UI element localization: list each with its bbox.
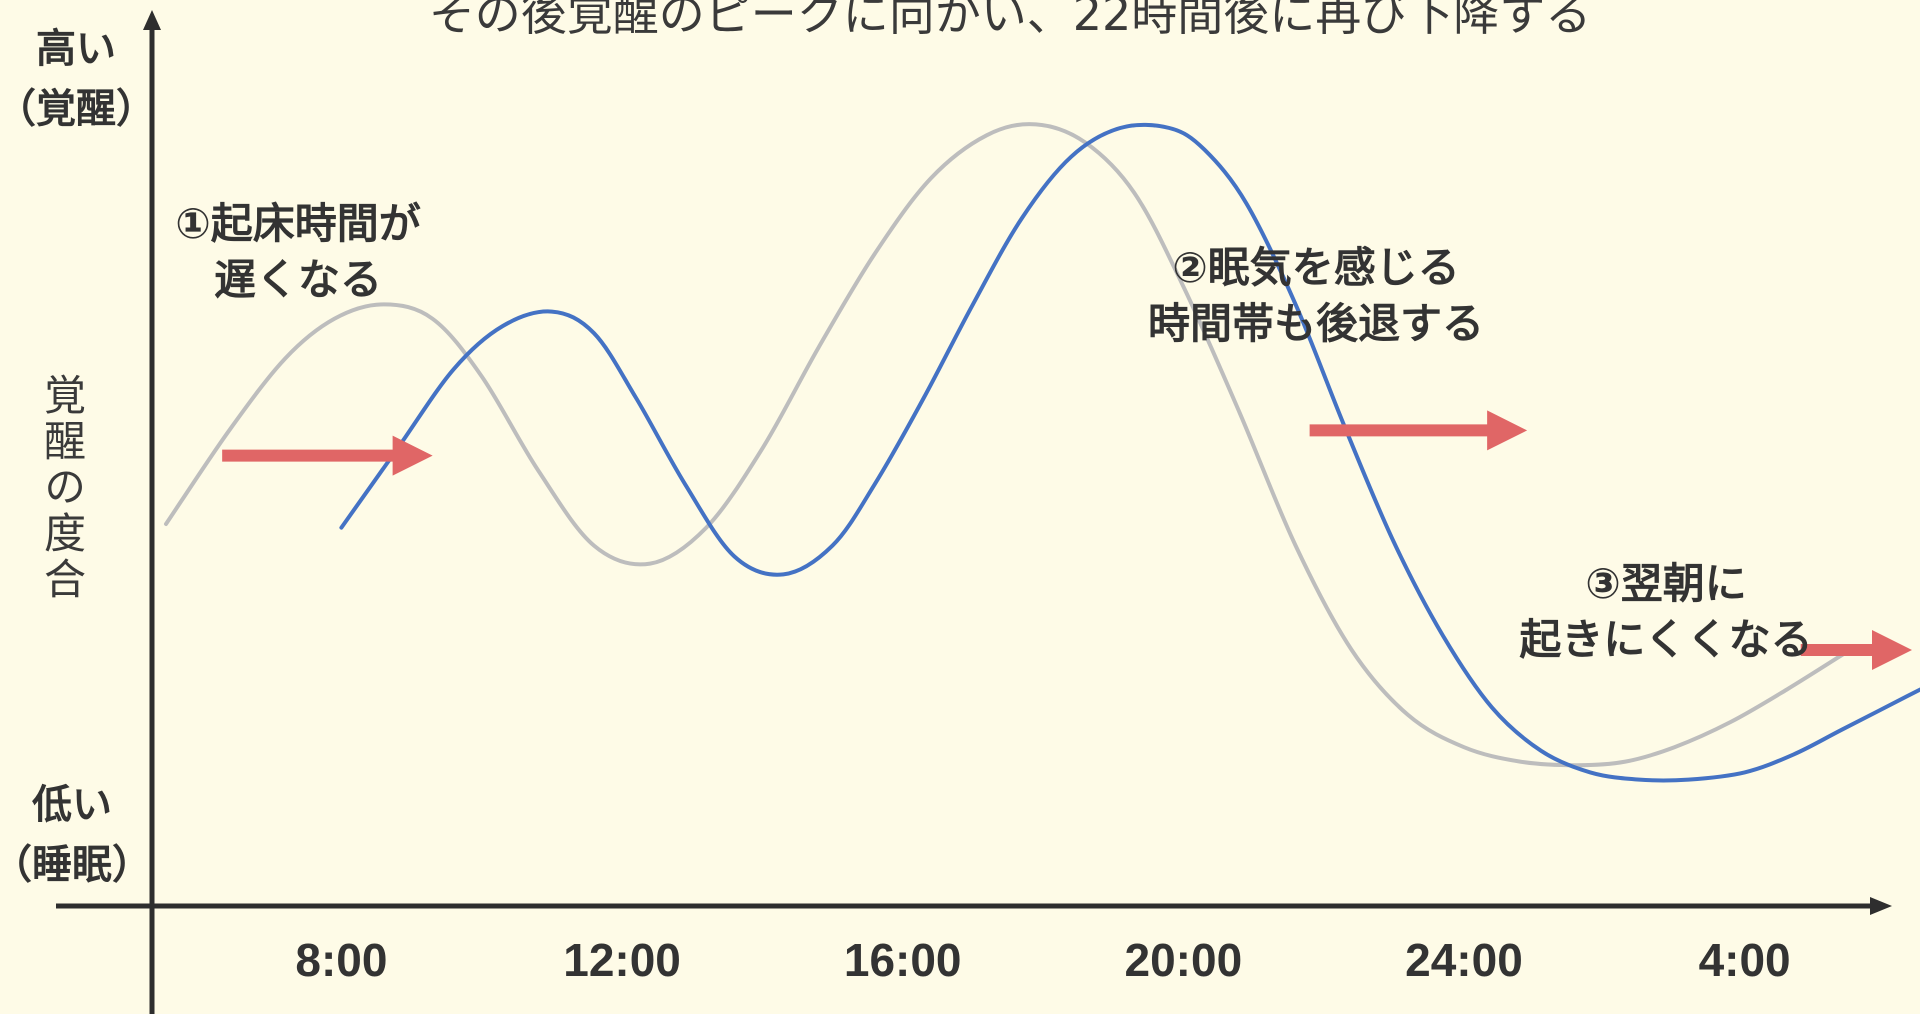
x-tick-label-5: 4:00 xyxy=(1699,934,1791,986)
annotation-2: ②眠気を感じる 時間帯も後退する xyxy=(1148,243,1484,348)
x-tick-label-2: 16:00 xyxy=(844,934,962,986)
axes xyxy=(56,10,1892,1014)
y-axis-bottom-label: 低い （睡眠） xyxy=(0,782,152,888)
x-tick-label-3: 20:00 xyxy=(1125,934,1243,986)
x-tick-label-0: 8:00 xyxy=(295,934,387,986)
y-axis-bottom-label-line1: 低い xyxy=(32,782,112,828)
y-axis-top-label-line1: 高い xyxy=(36,26,116,72)
x-tick-label-4: 24:00 xyxy=(1405,934,1523,986)
shift-arrow-3-head xyxy=(1872,630,1912,670)
y-axis-top-label-line2: （覚醒） xyxy=(0,86,156,132)
x-tick-label-1: 12:00 xyxy=(563,934,681,986)
x-axis-ticks: 8:00 12:00 16:00 20:00 24:00 4:00 xyxy=(295,934,1790,986)
annotation-2-line2: 時間帯も後退する xyxy=(1148,299,1484,348)
chart-title: その後覚醒のピークに向かい、22時間後に再び下降する xyxy=(429,0,1592,41)
annotation-1: ①起床時間が 遅くなる xyxy=(175,199,421,304)
shift-arrow-2-head xyxy=(1487,410,1528,451)
y-axis-bottom-label-line2: （睡眠） xyxy=(0,842,152,888)
annotation-3-line1: ③翌朝に xyxy=(1585,559,1747,608)
shift-arrows xyxy=(222,410,1912,670)
series-layer xyxy=(164,122,1920,783)
annotation-1-line1: ①起床時間が xyxy=(175,199,421,248)
annotation-2-line1: ②眠気を感じる xyxy=(1172,243,1460,292)
annotation-3: ③翌朝に 起きにくくなる xyxy=(1519,559,1812,664)
y-axis-top-label: 高い （覚醒） xyxy=(0,26,156,132)
x-axis-arrowhead xyxy=(1870,897,1892,915)
annotation-3-line2: 起きにくくなる xyxy=(1519,615,1812,664)
y-axis-label: 覚醒の度合 xyxy=(38,373,87,603)
series-line-after xyxy=(339,122,1920,783)
shift-arrow-1-head xyxy=(392,435,433,476)
series-line-before xyxy=(164,122,1852,768)
y-axis-arrowhead xyxy=(143,10,161,30)
annotation-1-line2: 遅くなる xyxy=(214,255,382,304)
